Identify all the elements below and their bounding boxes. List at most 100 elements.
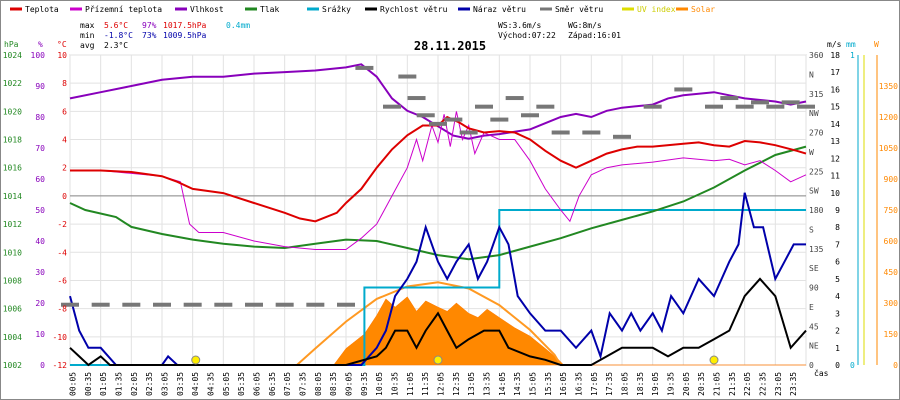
temp-axis-tick: 10: [57, 51, 67, 60]
time-axis-tick: 11:35: [421, 372, 430, 396]
wind-direction-point: [416, 113, 435, 118]
pressure-line: [69, 145, 807, 261]
hpa-axis-tick: 1024: [3, 51, 22, 60]
info-sunset: Západ:16:01: [568, 31, 621, 40]
time-axis-tick: 04:35: [207, 372, 216, 396]
dir-axis-tick: 270: [809, 129, 824, 138]
hpa-axis-tick: 1006: [3, 305, 22, 314]
pct-axis-tick: 50: [35, 206, 45, 215]
ms-axis-tick: 8: [835, 223, 840, 232]
wind-direction-point: [720, 96, 739, 101]
wind-direction-point: [459, 130, 478, 135]
hpa-axis-tick: 1022: [3, 79, 22, 88]
legend-label-dir: Směr větru: [555, 5, 603, 14]
stat-max-press: 1017.5hPa: [163, 21, 207, 30]
temp-axis-tick: 2: [62, 164, 67, 173]
w-axis-tick: 0: [893, 361, 898, 370]
ms-axis-tick: 2: [835, 327, 840, 336]
w-axis-tick: 300: [884, 299, 899, 308]
dir-axis-tick: 0: [809, 361, 814, 370]
time-axis-tick: 14:35: [513, 372, 522, 396]
dir-axis-tick: SW: [809, 187, 819, 196]
time-axis-tick: 03:35: [176, 372, 185, 396]
time-axis-tick: 06:35: [268, 372, 277, 396]
ms-axis-tick: 1: [835, 344, 840, 353]
dir-axis-tick: N: [809, 70, 814, 79]
wind-direction-point: [183, 302, 202, 307]
time-axis-tick: 14:05: [498, 372, 507, 396]
ms-axis-tick: 15: [830, 103, 840, 112]
axes: 1024102210201018101610141012101010081006…: [3, 40, 898, 396]
ms-axis-tick: 6: [835, 258, 840, 267]
dir-axis-tick: 90: [809, 284, 819, 293]
time-axis-tick: 19:05: [651, 372, 660, 396]
mm-unit: mm: [846, 40, 856, 49]
ms-axis-tick: 11: [830, 172, 840, 181]
time-axis-tick: 15:05: [529, 372, 538, 396]
wind-direction-point: [444, 117, 463, 122]
wind-direction-point: [643, 104, 662, 109]
stat-avg-label: avg: [80, 41, 95, 50]
wind-direction-point: [705, 104, 723, 109]
wind-direction-point: [61, 302, 79, 307]
time-axis-tick: 13:35: [483, 372, 492, 396]
wind-direction-point: [122, 302, 141, 307]
wind-direction-point: [781, 100, 800, 105]
dir-axis-tick: SE: [809, 264, 819, 273]
time-axis-tick: 11:05: [406, 372, 415, 396]
wind-direction-point: [613, 134, 631, 139]
time-axis-tick: 09:05: [345, 372, 354, 396]
wind-direction-point: [536, 104, 555, 109]
wind-direction-point: [355, 65, 374, 70]
dir-axis-tick: 360: [809, 51, 824, 60]
legend-label-temp: Teplota: [25, 5, 59, 14]
time-axis-tick: 08:05: [314, 372, 323, 396]
x-axis-label: čas: [814, 368, 829, 378]
pct-axis-tick: 20: [35, 299, 45, 308]
info-wg: WG:8m/s: [568, 21, 602, 30]
wind-direction-point: [735, 104, 754, 109]
time-axis-tick: 19:35: [667, 372, 676, 396]
info-ws: WS:3.6m/s: [498, 21, 542, 30]
hpa-axis-tick: 1002: [3, 361, 22, 370]
hpa-axis-tick: 1014: [3, 192, 22, 201]
time-axis-tick: 12:05: [437, 372, 446, 396]
wind-direction-point: [91, 302, 110, 307]
dir-axis-tick: S: [809, 225, 814, 234]
wind-direction-point: [337, 302, 355, 307]
temp-axis-tick: -6: [57, 276, 67, 285]
time-axis-tick: 01:35: [115, 372, 124, 396]
stats-block: max 5.6°C 97% 1017.5hPa 0.4mm min -1.8°C…: [80, 21, 621, 50]
ms-unit: m/s: [827, 40, 842, 49]
stat-max-hum: 97%: [142, 21, 157, 30]
ms-axis-tick: 12: [830, 154, 840, 163]
pct-axis-tick: 30: [35, 268, 45, 277]
legend-label-wind: Rychlost větru: [380, 5, 448, 14]
time-axis-tick: 05:05: [222, 372, 231, 396]
dir-axis-tick: 225: [809, 167, 824, 176]
legend-label-gust: Náraz větru: [473, 5, 526, 14]
temp-axis-tick: 8: [62, 79, 67, 88]
dir-axis-tick: NE: [809, 342, 819, 351]
mm-axis-tick: 1: [850, 51, 855, 60]
w-axis-tick: 1200: [879, 113, 898, 122]
wind-direction-point: [475, 104, 493, 109]
pct-axis-tick: 0: [40, 361, 45, 370]
temp-axis-tick: 0: [62, 192, 67, 201]
time-axis-tick: 09:35: [360, 372, 369, 396]
w-axis-tick: 750: [884, 206, 899, 215]
stat-min-label: min: [80, 31, 95, 40]
legend-label-solar: Solar: [691, 5, 715, 14]
time-axis-tick: 21:05: [713, 372, 722, 396]
temp-axis-tick: 6: [62, 107, 67, 116]
dir-axis-tick: 45: [809, 322, 819, 331]
hpa-axis-tick: 1004: [3, 333, 22, 342]
dir-axis-tick: NW: [809, 109, 819, 118]
humidity-line: [69, 63, 807, 140]
wind-line: [69, 277, 807, 367]
pct-axis-tick: 10: [35, 330, 45, 339]
ms-axis-tick: 16: [830, 85, 840, 94]
time-axis-tick: 04:05: [191, 372, 200, 396]
w-axis-tick: 600: [884, 237, 899, 246]
